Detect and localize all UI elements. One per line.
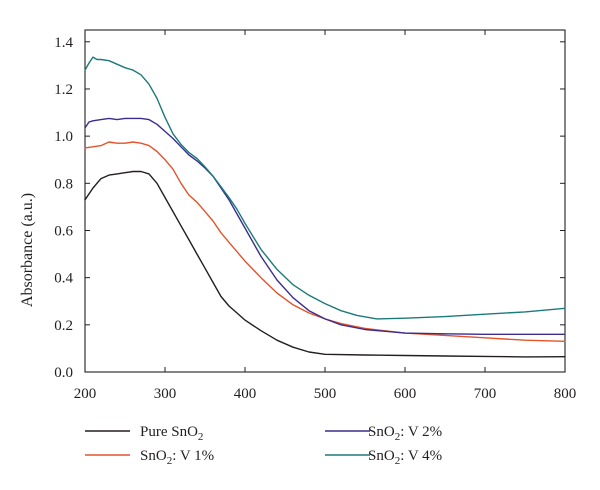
y-axis-title: Absorbance (a.u.)	[19, 193, 36, 307]
x-tick-label: 500	[314, 386, 337, 402]
y-tick-label: 0.6	[54, 223, 73, 239]
x-tick-label: 400	[234, 386, 257, 402]
series-line-1	[84, 170, 566, 358]
legend-label-1: Pure SnO2	[140, 424, 203, 443]
legend-label-2: SnO2: V 1%	[140, 448, 214, 467]
y-tick-label: 0.4	[54, 271, 73, 287]
plot-frame	[84, 29, 566, 373]
series-layer	[84, 56, 566, 358]
x-tick-label: 800	[554, 386, 577, 402]
legend-label-4: SnO2: V 4%	[368, 448, 442, 467]
y-tick-label: 1.4	[54, 35, 73, 51]
x-tick-label: 600	[394, 386, 417, 402]
legend-label-3: SnO2: V 2%	[368, 424, 442, 443]
x-tick-label: 700	[474, 386, 497, 402]
y-tick-label: 0.8	[54, 176, 73, 192]
plot-area-border	[84, 29, 566, 373]
y-axis-ticks: 0.0 0.2 0.4 0.6 0.8 1.0 1.2 1.4	[54, 35, 565, 381]
legend: Pure SnO2 SnO2: V 1% SnO2: V 2% SnO2: V 4%	[85, 424, 442, 467]
series-line-4	[84, 56, 566, 320]
y-tick-label: 0.2	[54, 318, 73, 334]
y-tick-label: 1.2	[54, 82, 73, 98]
series-line-2	[84, 141, 566, 342]
x-tick-label: 300	[154, 386, 177, 402]
y-tick-label: 0.0	[54, 365, 73, 381]
x-tick-label: 200	[74, 386, 97, 402]
x-axis-ticks: 200 300 400 500 600 700 800	[74, 30, 577, 402]
y-tick-label: 1.0	[54, 129, 73, 145]
